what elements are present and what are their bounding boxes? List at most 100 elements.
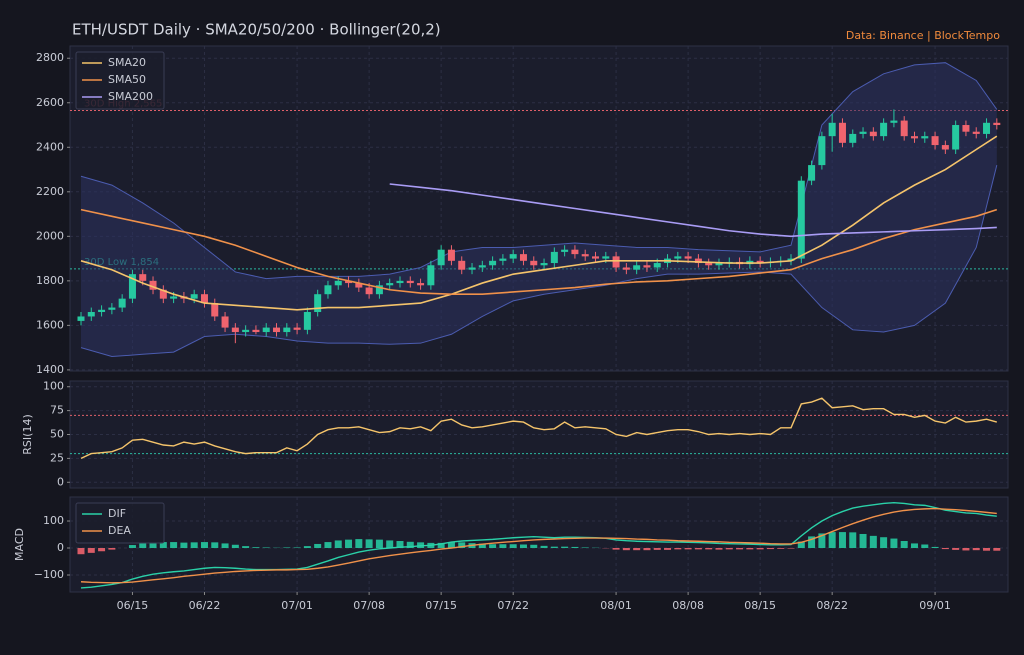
histogram-bar <box>622 548 630 551</box>
candle-body <box>540 263 548 266</box>
candle-body <box>509 254 517 259</box>
histogram-bar <box>818 533 826 549</box>
histogram-bar <box>808 536 816 549</box>
histogram-bar <box>684 548 692 550</box>
candle-body <box>87 312 95 317</box>
histogram-bar <box>561 546 569 549</box>
x-tick-label: 07/15 <box>425 599 457 612</box>
histogram-bar <box>170 542 178 549</box>
histogram-bar <box>283 547 291 549</box>
histogram-bar <box>211 542 219 549</box>
candle-body <box>828 122 836 137</box>
candle-body <box>149 280 157 290</box>
candle-body <box>170 296 178 299</box>
candle-body <box>694 258 702 264</box>
candle-body <box>345 280 353 284</box>
histogram-bar <box>931 546 939 549</box>
candle-body <box>499 258 507 261</box>
candle-body <box>602 256 610 259</box>
x-tick-label: 08/15 <box>744 599 776 612</box>
candle-body <box>931 136 939 146</box>
histogram-bar <box>499 544 507 549</box>
histogram-bar <box>900 540 908 549</box>
histogram-bar <box>869 535 877 549</box>
candle-body <box>273 327 281 333</box>
candle-body <box>674 256 682 259</box>
candle-body <box>139 274 147 281</box>
candle-body <box>447 249 455 261</box>
histogram-bar <box>787 548 795 549</box>
histogram-bar <box>674 548 682 550</box>
histogram-bar <box>252 547 260 549</box>
histogram-bar <box>880 537 888 549</box>
histogram-bar <box>550 546 558 549</box>
y-tick-label: 1600 <box>36 318 64 331</box>
histogram-bar <box>571 546 579 549</box>
histogram-bar <box>838 532 846 549</box>
legend-label: SMA50 <box>108 73 146 86</box>
y-tick-label: 1800 <box>36 274 64 287</box>
candle-body <box>561 249 569 252</box>
histogram-bar <box>231 544 239 549</box>
candle-body <box>262 327 270 333</box>
candle-body <box>458 260 466 270</box>
candle-body <box>880 122 888 137</box>
histogram-bar <box>581 547 589 549</box>
candle-body <box>334 280 342 286</box>
histogram-bar <box>828 532 836 549</box>
candle-body <box>77 316 85 321</box>
candle-body <box>983 122 991 134</box>
histogram-bar <box>993 548 1001 551</box>
histogram-bar <box>345 539 353 549</box>
histogram-bar <box>77 548 85 555</box>
candle-body <box>386 283 394 286</box>
histogram-bar <box>509 544 517 549</box>
y-tick-label: 100 <box>43 514 64 527</box>
candle-body <box>519 254 527 261</box>
candle-body <box>128 274 136 299</box>
histogram-bar <box>149 542 157 549</box>
x-tick-label: 08/01 <box>600 599 632 612</box>
y-tick-label: 2800 <box>36 51 64 64</box>
candle-body <box>478 265 486 268</box>
histogram-bar <box>314 543 322 549</box>
histogram-bar <box>777 548 785 549</box>
histogram-bar <box>458 542 466 549</box>
histogram-bar <box>447 542 455 549</box>
histogram-bar <box>375 539 383 549</box>
candle-body <box>653 263 661 268</box>
histogram-bar <box>334 540 342 549</box>
candle-body <box>941 145 949 150</box>
histogram-bar <box>386 540 394 549</box>
candle-body <box>952 125 960 150</box>
histogram-bar <box>98 548 106 552</box>
x-tick-label: 07/22 <box>497 599 529 612</box>
x-tick-label: 08/08 <box>672 599 704 612</box>
candle-body <box>550 251 558 264</box>
candle-body <box>643 265 651 268</box>
source: Data: Binance | BlockTempo <box>846 29 1000 42</box>
histogram-bar <box>983 548 991 551</box>
histogram-bar <box>890 538 898 549</box>
y-tick-label: 0 <box>57 541 64 554</box>
candle-body <box>355 283 363 288</box>
candle-body <box>993 122 1001 126</box>
candle-body <box>787 258 795 261</box>
candle-body <box>365 287 373 295</box>
histogram-bar <box>633 548 641 551</box>
candle-body <box>962 125 970 132</box>
y-tick-label: −100 <box>34 568 64 581</box>
legend-box <box>75 51 165 110</box>
candle-body <box>633 265 641 270</box>
histogram-bar <box>725 548 733 550</box>
candle-body <box>314 294 322 313</box>
histogram-bar <box>437 542 445 549</box>
candle-body <box>530 260 538 266</box>
candle-body <box>427 265 435 286</box>
macd-line <box>80 501 997 589</box>
histogram-bar <box>705 548 713 550</box>
legend-label: DEA <box>108 524 131 537</box>
candle-body <box>468 267 476 270</box>
histogram-bar <box>159 542 167 549</box>
candle-body <box>808 165 816 181</box>
